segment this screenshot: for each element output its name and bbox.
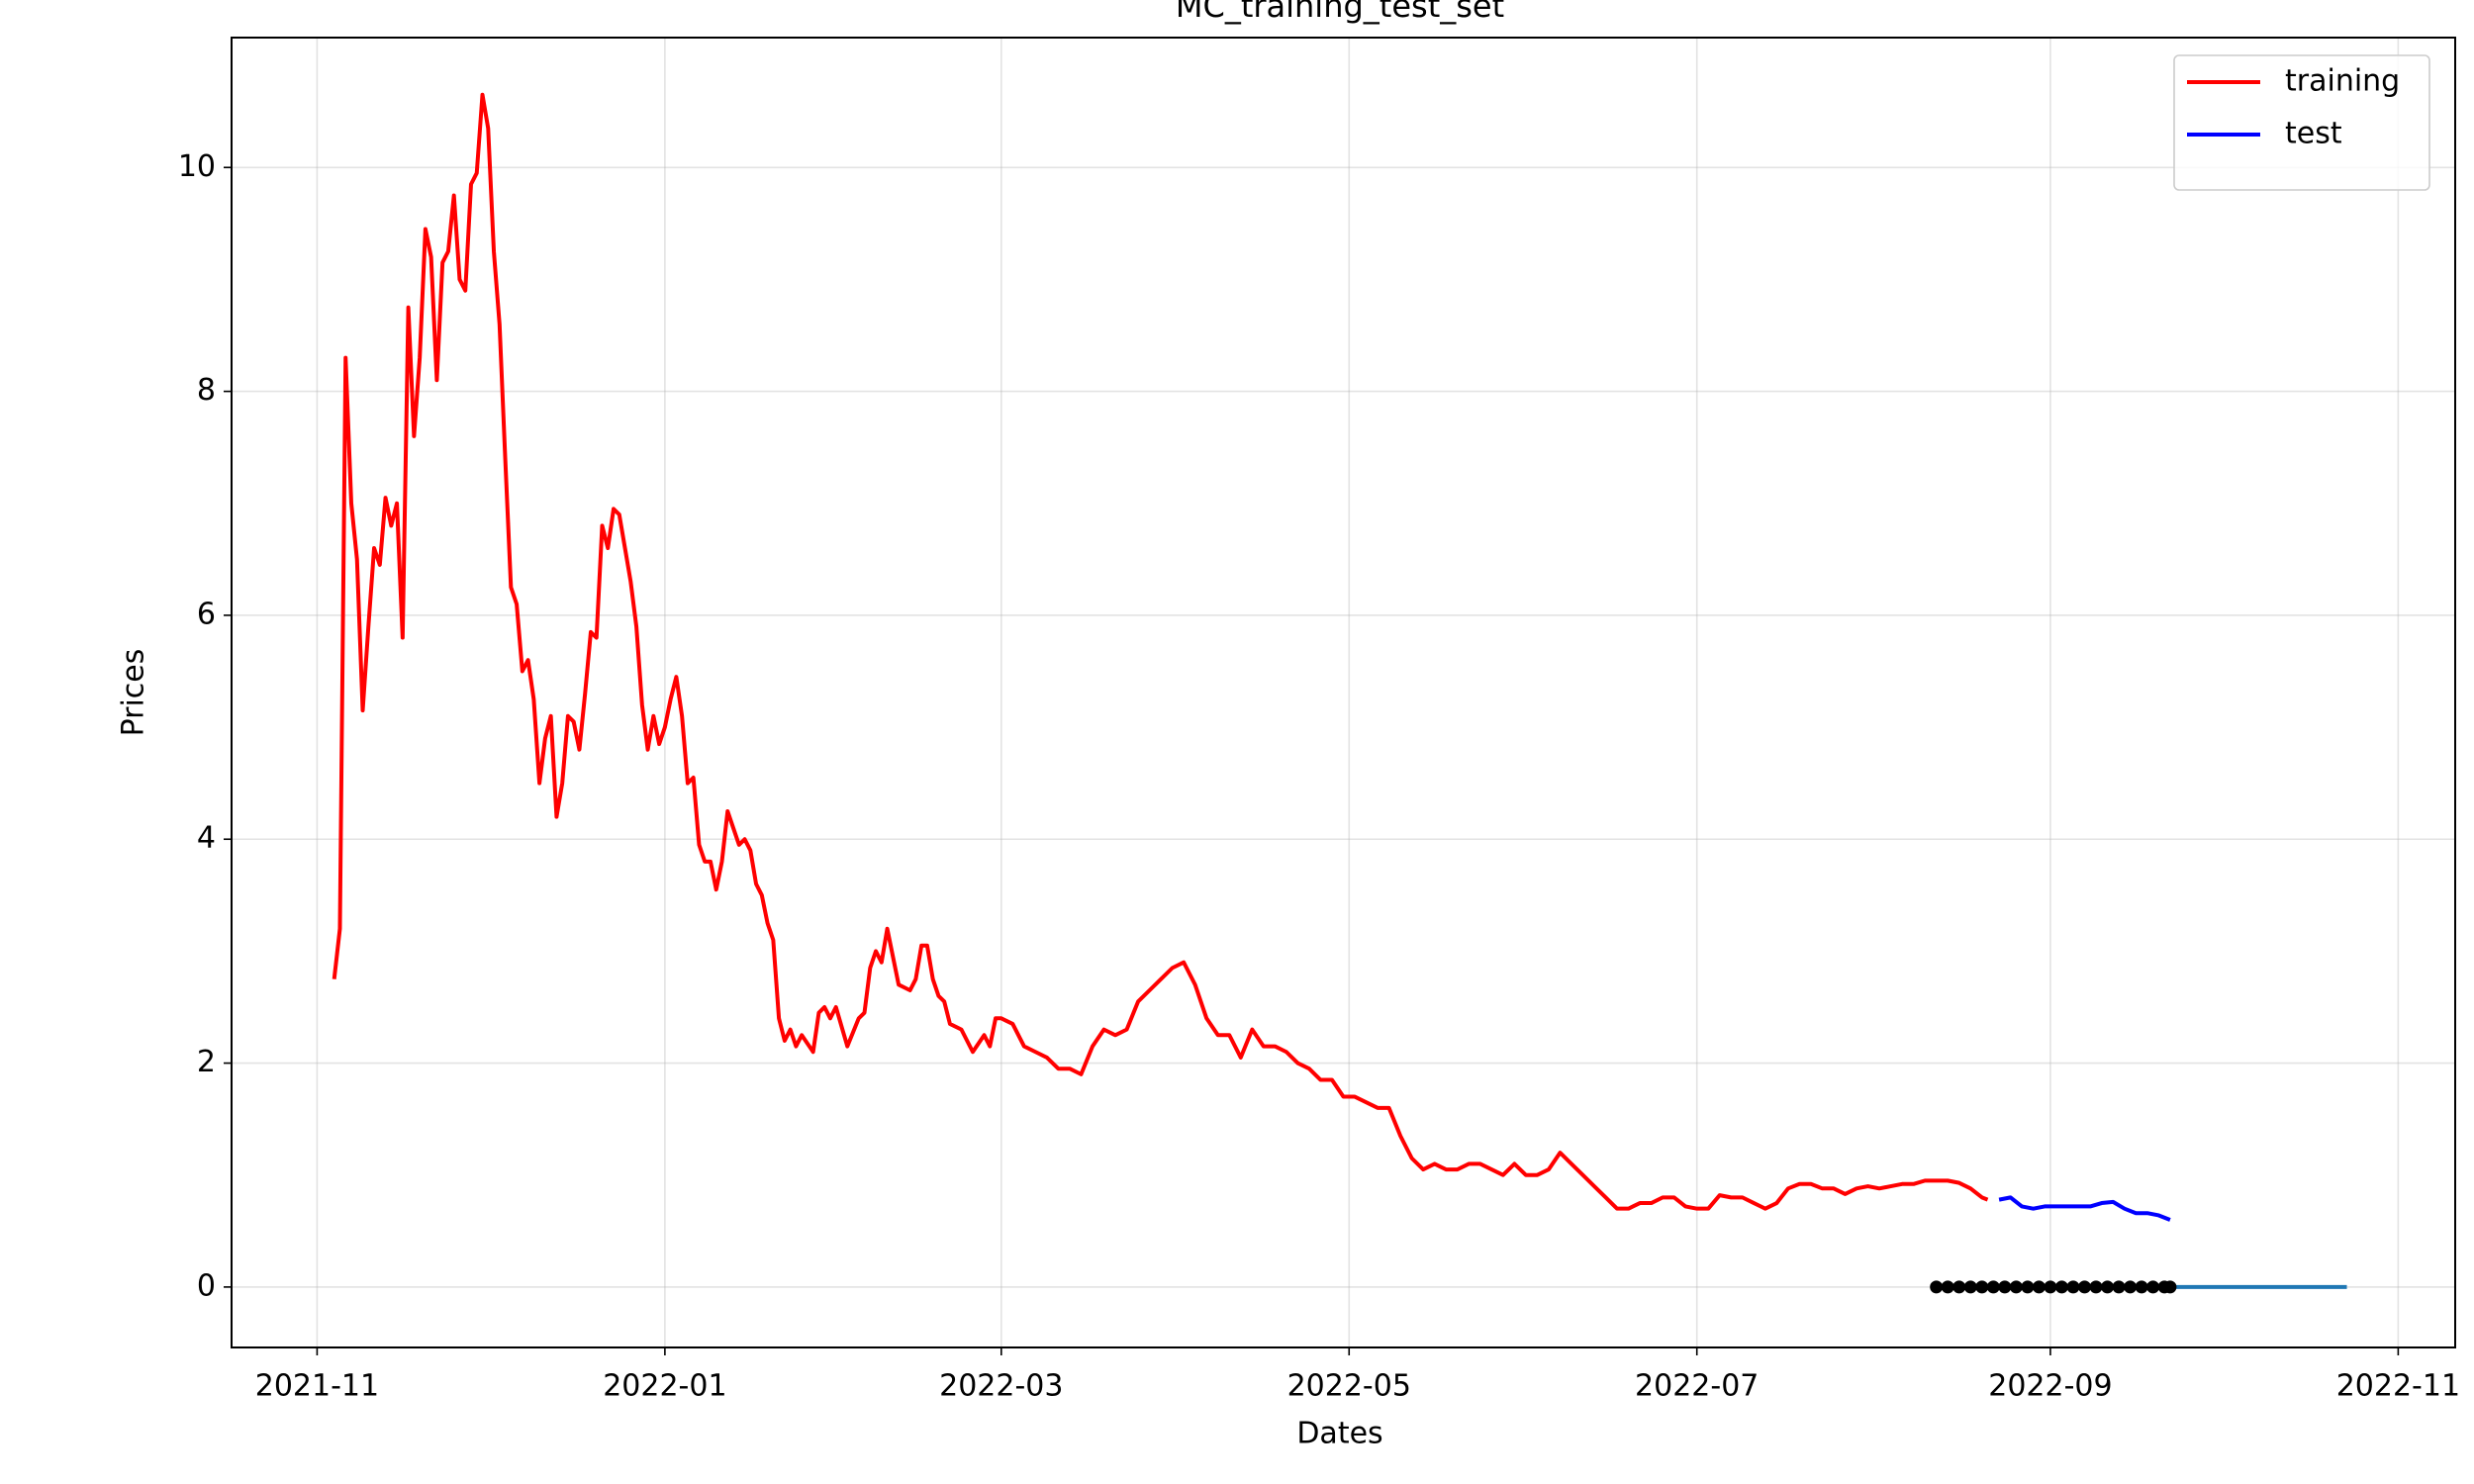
marker — [2078, 1280, 2091, 1294]
legend: training test — [2173, 54, 2430, 191]
marker — [2054, 1280, 2068, 1294]
marker — [2135, 1280, 2148, 1294]
marker — [2124, 1280, 2138, 1294]
x-tick-label: 2022-01 — [603, 1369, 726, 1404]
plot-frame — [231, 37, 2456, 1348]
y-tick-label: 6 — [197, 597, 216, 631]
marker — [2146, 1280, 2160, 1294]
x-axis-label: Dates — [1296, 1417, 1382, 1451]
marker — [2066, 1280, 2080, 1294]
x-tick-label: 2021-11 — [255, 1369, 379, 1404]
x-tick-label: 2022-07 — [1635, 1369, 1759, 1404]
marker — [2163, 1280, 2177, 1294]
marker — [1930, 1280, 1944, 1294]
marker — [2089, 1280, 2103, 1294]
marker — [1963, 1280, 1977, 1294]
series-line — [332, 92, 1989, 1211]
marker — [2021, 1280, 2035, 1294]
x-tick-label: 2022-05 — [1287, 1369, 1411, 1404]
marker — [1941, 1280, 1954, 1294]
y-tick-label: 2 — [197, 1045, 216, 1079]
x-tick-label: 2022-03 — [939, 1369, 1063, 1404]
marker — [2101, 1280, 2115, 1294]
marker — [1986, 1280, 2000, 1294]
legend-label: training — [2285, 64, 2400, 99]
x-tick-label: 2022-09 — [1988, 1369, 2112, 1404]
legend-label: test — [2285, 117, 2342, 151]
y-tick-label: 0 — [197, 1268, 216, 1303]
marker — [2009, 1280, 2023, 1294]
y-tick-label: 4 — [197, 821, 216, 856]
chart-title: MC_training_test_set — [1176, 0, 1504, 25]
marker — [1975, 1280, 1989, 1294]
legend-box — [2173, 54, 2430, 191]
series-line — [1998, 1195, 2171, 1222]
y-tick-label: 8 — [197, 373, 216, 408]
y-axis-label: Prices — [117, 649, 151, 737]
marker — [2112, 1280, 2126, 1294]
marker — [2044, 1280, 2057, 1294]
marker — [2032, 1280, 2046, 1294]
x-tick-label: 2022-11 — [2336, 1369, 2460, 1404]
marker — [1952, 1280, 1966, 1294]
marker — [1998, 1280, 2012, 1294]
y-tick-label: 10 — [178, 149, 216, 184]
